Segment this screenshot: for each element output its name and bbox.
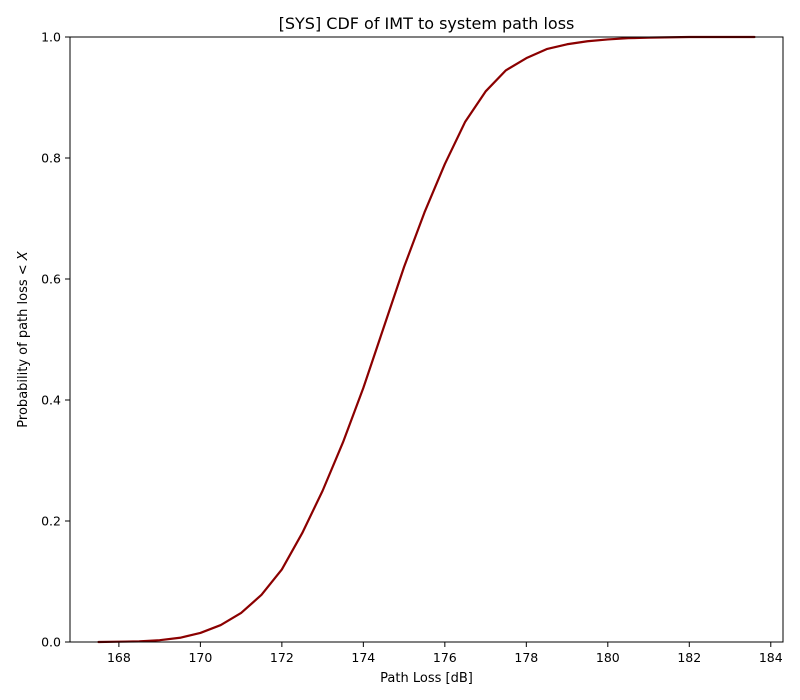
x-tick-label: 176 [433,650,457,665]
x-tick-label: 168 [107,650,131,665]
ticks-layer: 168 170 172 174 176 178 180 182 184 0.0 0.2 0.4 0.6 0… [41,30,783,666]
x-tick-label: 178 [514,650,538,665]
x-tick-label: 170 [188,650,212,665]
x-tick-label: 184 [759,650,783,665]
x-tick-label: 174 [351,650,375,665]
x-tick-label: 180 [596,650,620,665]
y-tick-label: 0.0 [41,635,61,650]
y-axis-label: Probability of path loss < X [16,250,31,427]
y-tick-label: 0.6 [41,272,61,287]
y-tick-label: 0.4 [41,393,61,408]
chart-title: [SYS] CDF of IMT to system path loss [279,14,575,33]
plot-frame [69,36,784,643]
y-tick-label: 0.2 [41,514,61,529]
y-tick-label: 0.8 [41,151,61,166]
plot-area [70,37,783,642]
y-axis-label-variable: X [16,250,31,261]
x-axis-label: Path Loss [dB] [380,671,473,686]
cdf-series-line [97,35,756,644]
y-axis-label-prefix: Probability of path loss < [16,260,31,427]
x-tick-label: 182 [677,650,701,665]
x-tick-label: 172 [270,650,294,665]
y-tick-label: 1.0 [41,30,61,45]
